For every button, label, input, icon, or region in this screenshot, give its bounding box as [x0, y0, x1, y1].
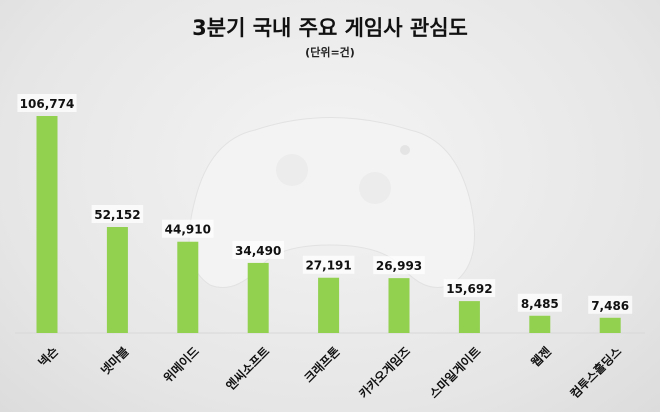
data-label-background: [302, 255, 355, 274]
category-label: 넥슨: [36, 344, 62, 370]
bar: [247, 262, 269, 333]
category-label: 스마일게이트: [426, 344, 483, 401]
data-label-background: [443, 279, 496, 298]
data-label-background: [232, 240, 284, 259]
category-label: 컴투스홀딩스: [567, 344, 624, 401]
data-label: 106,774: [20, 97, 75, 111]
data-label: 52,152: [94, 208, 140, 222]
bar: [106, 227, 128, 333]
data-label-background: [517, 293, 562, 312]
data-label-background: [162, 219, 214, 238]
category-label: 크래프톤: [301, 344, 343, 386]
data-label-background: [588, 295, 633, 314]
chart-title: 3분기 국내 주요 게임사 관심도: [192, 16, 468, 40]
category-label: 엔씨소프트: [223, 344, 273, 394]
data-label: 15,692: [446, 282, 492, 296]
category-label: 위메이드: [160, 344, 202, 386]
data-label: 44,910: [165, 223, 211, 237]
bar: [388, 278, 410, 333]
category-label: 웹젠: [528, 344, 554, 370]
category-label: 넷마블: [97, 344, 131, 378]
chart-subtitle: (단위=건): [305, 46, 355, 59]
data-label: 34,490: [235, 244, 281, 258]
data-label: 8,485: [521, 297, 559, 311]
data-label: 27,191: [305, 259, 351, 273]
data-label-background: [17, 94, 77, 112]
data-label: 26,993: [376, 259, 422, 273]
bar: [177, 241, 199, 333]
bar: [36, 116, 58, 333]
category-label: 카카오게임즈: [356, 344, 413, 401]
data-label-background: [91, 205, 144, 224]
data-label: 7,486: [591, 299, 629, 313]
bar: [599, 317, 621, 333]
bar: [529, 315, 551, 333]
bar: [318, 277, 340, 333]
data-label-background: [373, 256, 425, 275]
bar: [458, 301, 480, 333]
